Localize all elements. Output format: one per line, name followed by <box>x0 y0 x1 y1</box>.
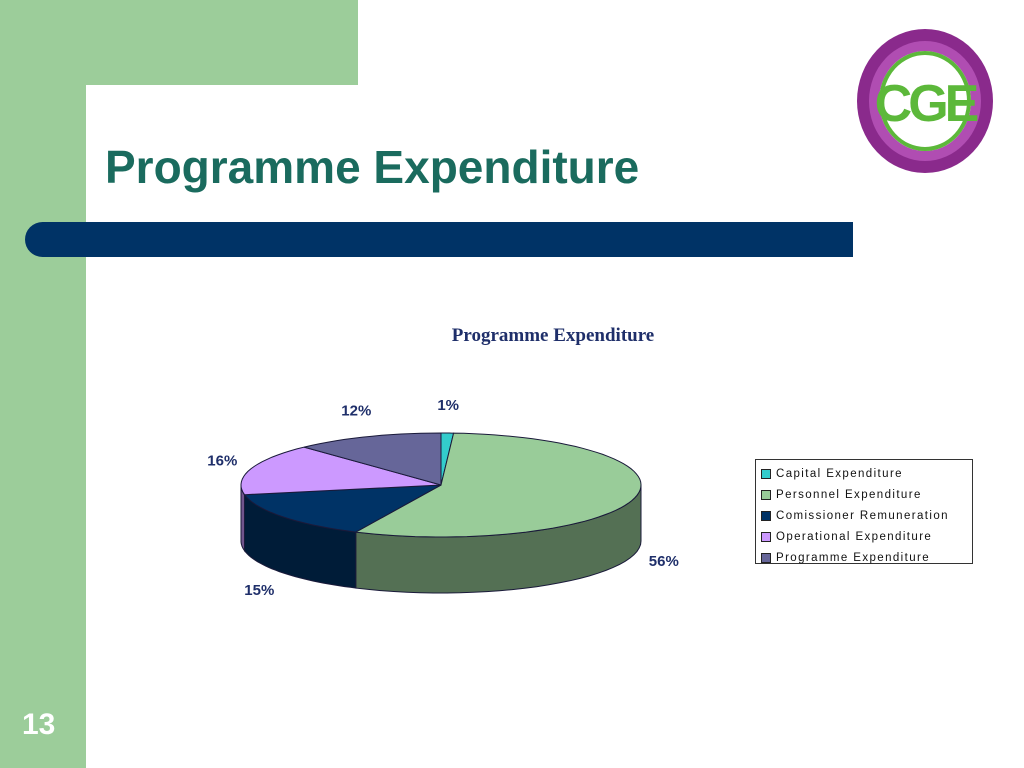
left-sidebar <box>0 0 86 768</box>
legend-swatch <box>761 552 771 563</box>
data-label-programme-expenditure: 12% <box>341 403 371 420</box>
slide-number: 13 <box>22 708 56 741</box>
legend-label: Capital Expenditure <box>776 467 903 480</box>
slide-title: Programme Expenditure <box>105 141 640 193</box>
chart-title: Programme Expenditure <box>452 325 654 346</box>
legend-label: Comissioner Remuneration <box>776 509 949 522</box>
legend-label: Programme Expenditure <box>776 551 931 564</box>
legend-item-comissioner-remuneration: Comissioner Remuneration <box>761 505 972 526</box>
legend-item-capital-expenditure: Capital Expenditure <box>761 463 972 484</box>
logo-lettering: CGE <box>875 75 978 133</box>
data-label-operational-expenditure: 16% <box>207 452 237 469</box>
pie-slice-personnel-expenditure <box>354 432 642 538</box>
pie-sides <box>240 484 642 594</box>
legend-item-operational-expenditure: Operational Expenditure <box>761 526 972 547</box>
legend-swatch <box>761 468 771 479</box>
data-label-capital-expenditure: 1% <box>437 397 459 414</box>
legend-label: Operational Expenditure <box>776 530 933 543</box>
pie-side-operational-expenditure <box>240 485 245 553</box>
legend-item-programme-expenditure: Programme Expenditure <box>761 547 972 568</box>
data-label-comissioner-remuneration: 15% <box>244 582 274 599</box>
legend-swatch <box>761 510 771 521</box>
cge-logo: CGE <box>857 29 993 173</box>
title-underline-bar <box>25 222 853 257</box>
data-label-personnel-expenditure: 56% <box>649 553 679 570</box>
content-panel <box>86 85 1024 768</box>
pie-slice-programme-expenditure <box>303 432 442 486</box>
top-accent-block <box>0 0 358 85</box>
chart-legend: Capital Expenditure Personnel Expenditure… <box>755 459 973 564</box>
pie-slice-operational-expenditure <box>240 446 442 496</box>
legend-swatch <box>761 531 771 542</box>
legend-item-personnel-expenditure: Personnel Expenditure <box>761 484 972 505</box>
pie-top <box>240 432 642 538</box>
pie-data-labels: 1% 56% 15% 16% 12% <box>207 397 679 599</box>
legend-swatch <box>761 489 771 500</box>
pie-slice-comissioner-remuneration <box>243 484 442 533</box>
legend-label: Personnel Expenditure <box>776 488 922 501</box>
